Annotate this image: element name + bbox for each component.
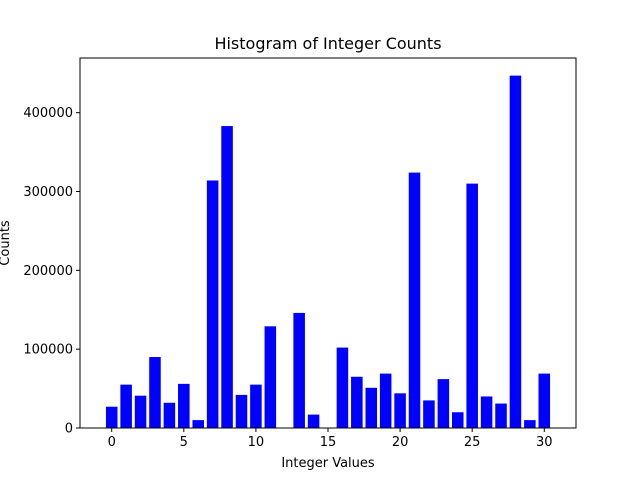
chart-title: Histogram of Integer Counts: [214, 34, 441, 53]
bar-18: [365, 387, 378, 428]
bar-8: [221, 126, 233, 428]
bar-20: [394, 393, 406, 428]
bar-30: [538, 373, 551, 428]
y-tick-label: 300000: [23, 185, 73, 200]
bar-27: [495, 403, 507, 428]
bar-9: [235, 394, 248, 428]
x-tick-label: 25: [464, 435, 481, 450]
bar-25: [466, 183, 478, 428]
bar-0: [105, 406, 118, 428]
y-axis-label: Counts: [0, 220, 13, 266]
y-tick-label: 100000: [23, 343, 73, 358]
bar-3: [149, 357, 161, 428]
x-tick-label: 15: [320, 435, 337, 450]
bar-2: [134, 395, 147, 428]
bar-23: [437, 379, 450, 428]
bar-13: [293, 312, 305, 428]
bar-29: [524, 420, 536, 428]
x-axis-ticks: 0 5 10 15 20 25 30: [108, 428, 553, 450]
x-tick-label: 20: [392, 435, 409, 450]
y-tick-label: 200000: [23, 264, 73, 279]
bar-14: [307, 414, 320, 428]
bar-1: [120, 384, 132, 428]
x-tick-label: 30: [536, 435, 553, 450]
bar-24: [452, 412, 464, 428]
y-tick-label: 400000: [23, 106, 73, 121]
x-tick-label: 10: [248, 435, 265, 450]
bar-4: [163, 402, 176, 428]
bar-11: [264, 326, 277, 428]
bar-10: [250, 384, 262, 428]
y-axis-ticks: 0 100000 200000 300000 400000: [23, 106, 80, 437]
bar-6: [192, 420, 204, 428]
bar-22: [423, 400, 435, 428]
bar-17: [351, 376, 363, 428]
bar-7: [206, 180, 219, 428]
x-tick-label: 5: [180, 435, 188, 450]
bar-16: [336, 347, 349, 428]
x-tick-label: 0: [108, 435, 116, 450]
bar-21: [408, 172, 421, 428]
bar-26: [480, 396, 493, 428]
bar-19: [379, 373, 392, 428]
bar-28: [509, 75, 522, 428]
bars-group: [105, 75, 551, 428]
y-tick-label: 0: [65, 422, 73, 437]
x-axis-label: Integer Values: [281, 456, 375, 471]
bar-5: [178, 383, 190, 428]
